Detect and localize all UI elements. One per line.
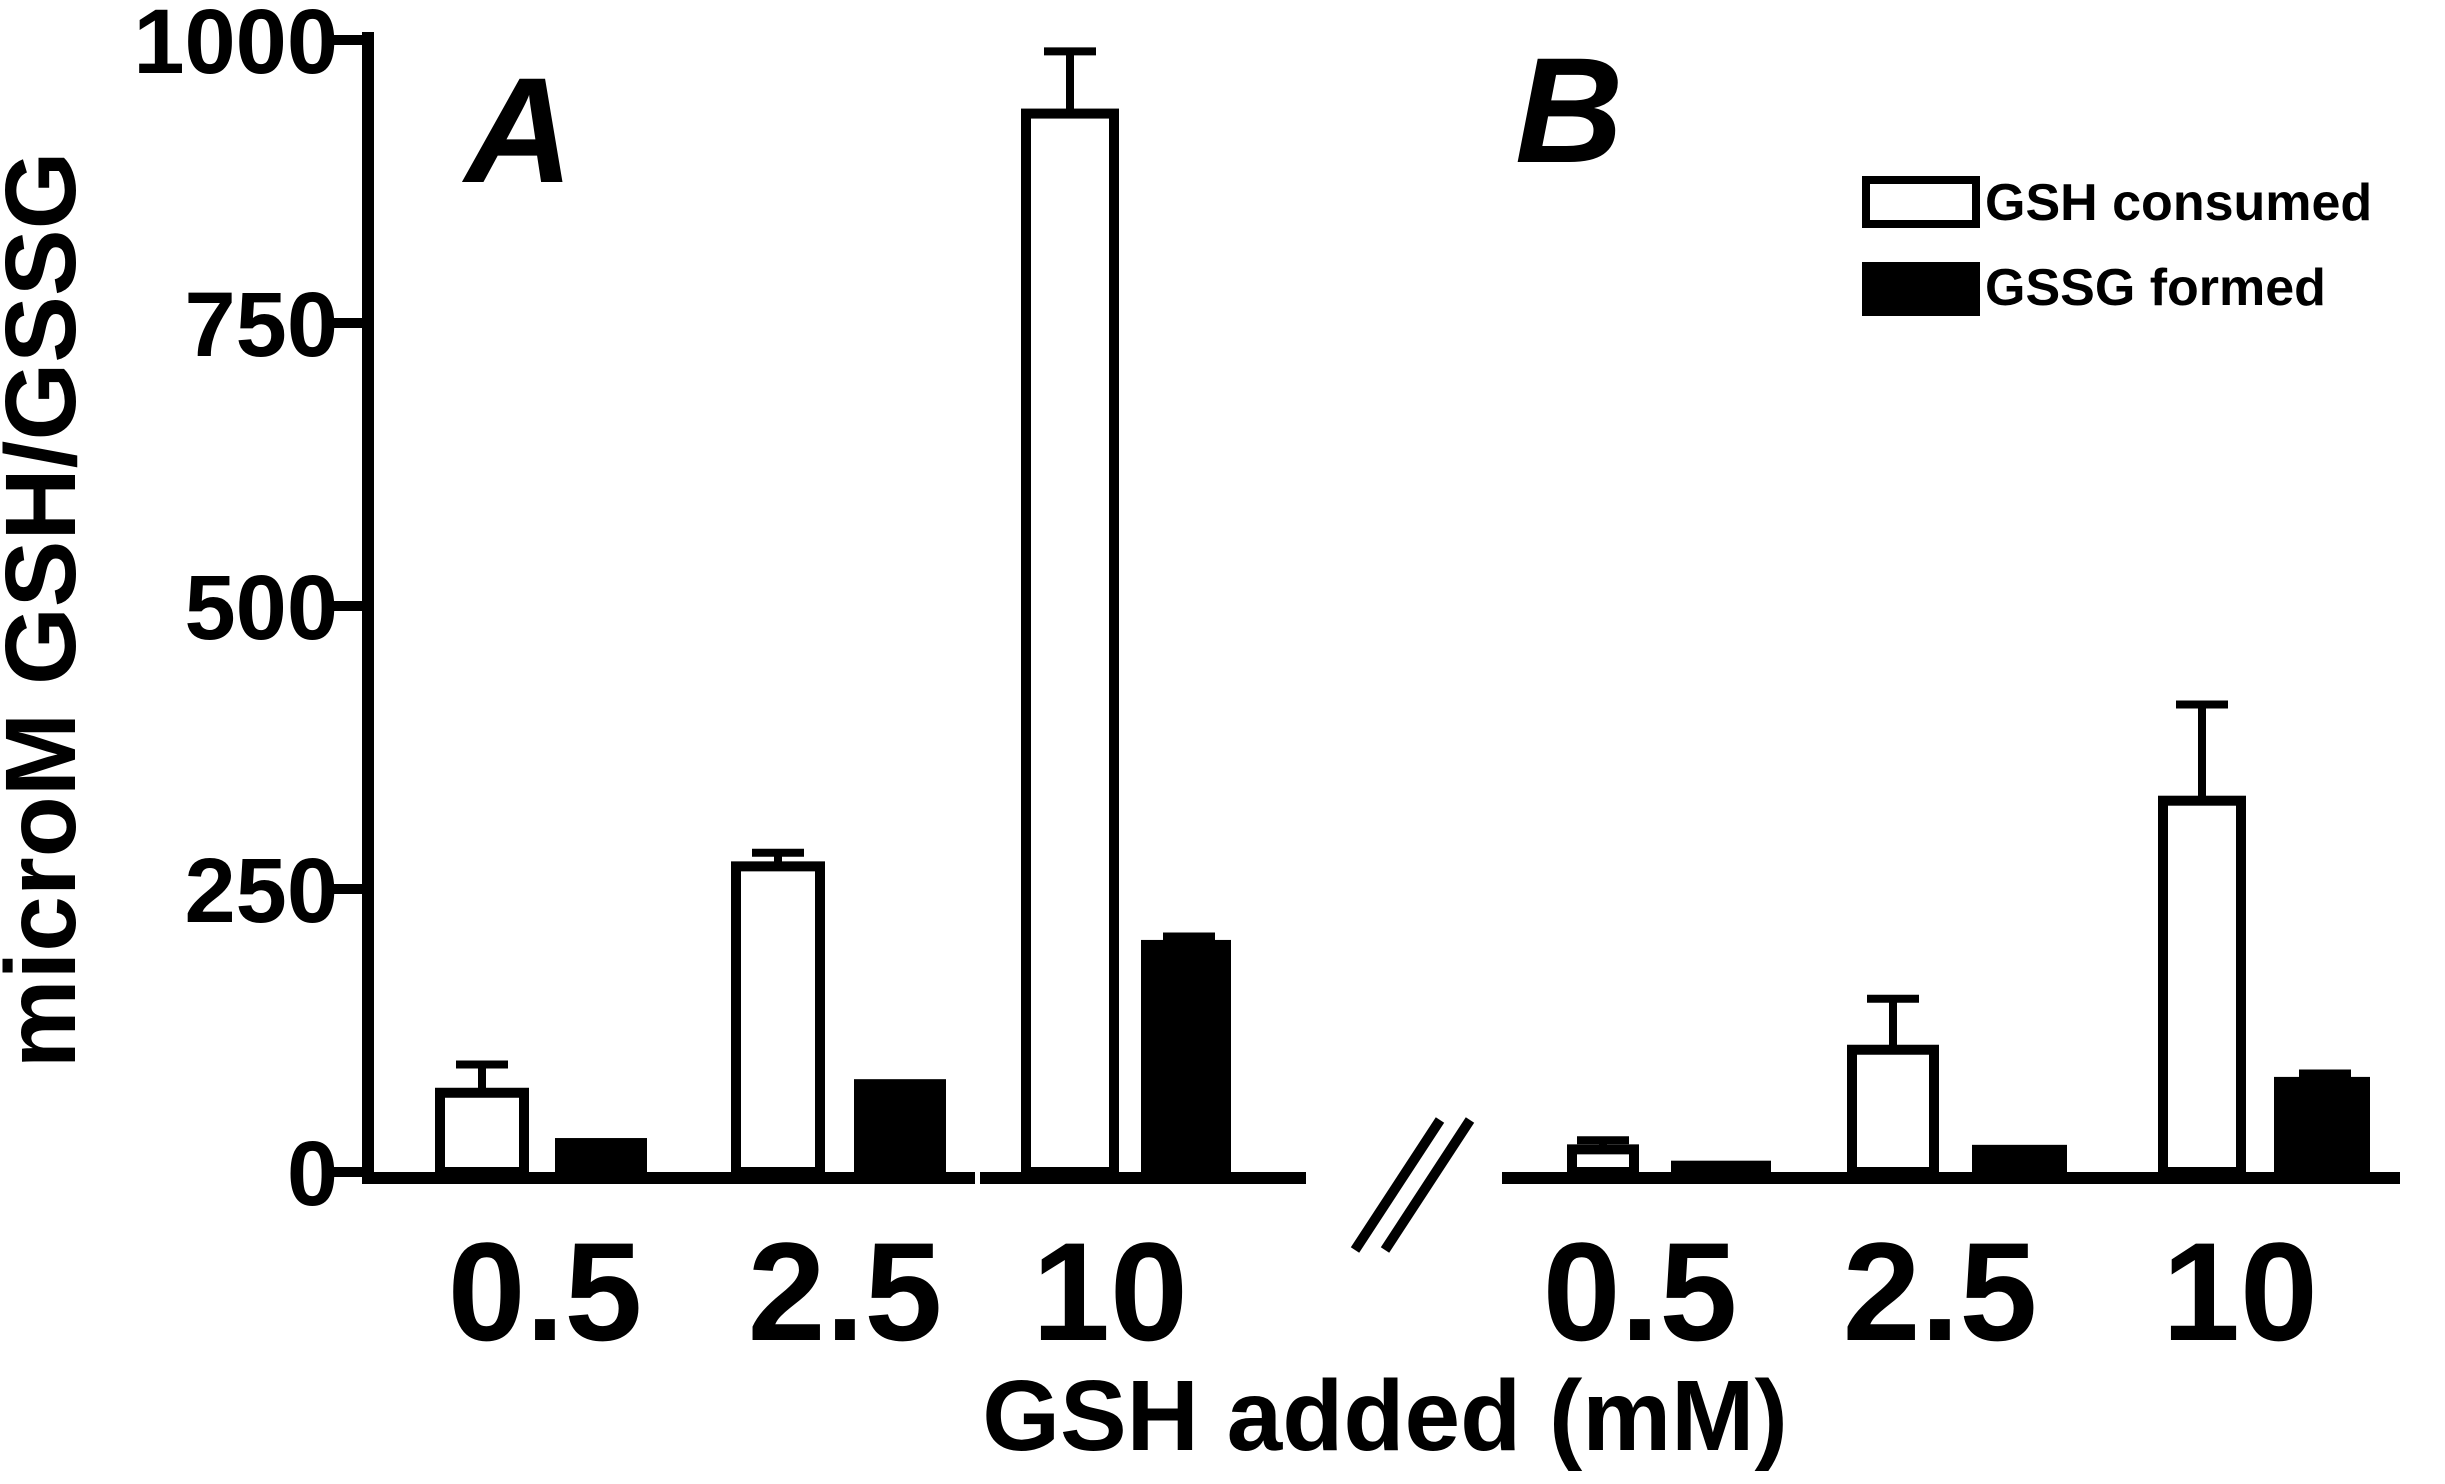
bar-gssg-formed xyxy=(1972,1144,2067,1178)
axis-break-marks xyxy=(1350,1117,1475,1253)
legend-label-gssg-formed: GSSG formed xyxy=(1985,259,2326,317)
bar-gsh-consumed xyxy=(731,861,825,1177)
x-axis-title: GSH added (mM) xyxy=(982,1360,1788,1472)
y-tick-label: 1000 xyxy=(133,0,338,93)
y-tick-label: 250 xyxy=(185,840,339,942)
x-category-label: 0.5 xyxy=(1543,1213,1738,1370)
bars-group xyxy=(435,47,2370,1178)
category-labels: 0.5 2.5 10 0.5 2.5 10 xyxy=(448,1213,2318,1370)
legend-label-gsh-consumed: GSH consumed xyxy=(1985,174,2372,232)
x-category-label: 10 xyxy=(1032,1213,1188,1370)
bar-gsh-consumed xyxy=(1567,1144,1639,1177)
bar-gssg-formed xyxy=(854,1079,946,1178)
x-category-label: 0.5 xyxy=(448,1213,643,1370)
bar-gssg-formed xyxy=(1141,939,1231,1178)
bar-gsh-consumed xyxy=(1021,108,1119,1178)
bar-gsh-consumed xyxy=(2158,795,2246,1177)
legend: GSH consumed GSSG formed xyxy=(1862,174,2372,317)
legend-swatch-gssg-formed xyxy=(1862,262,1980,316)
x-category-label: 10 xyxy=(2162,1213,2318,1370)
panel-label-b: B xyxy=(1515,26,1623,194)
bar-gssg-formed xyxy=(1671,1160,1771,1178)
y-tick-label: 0 xyxy=(287,1123,338,1225)
x-category-label: 2.5 xyxy=(1843,1213,2038,1370)
x-category-label: 2.5 xyxy=(748,1213,943,1370)
y-axis-ticks: 0 250 500 750 1000 xyxy=(133,0,368,1225)
y-axis-title: microM GSH/GSSG xyxy=(0,152,97,1069)
bar-gsh-consumed xyxy=(1847,1044,1939,1178)
panel-label-a: A xyxy=(461,46,573,214)
y-tick-label: 500 xyxy=(185,557,339,659)
bar-gsh-consumed xyxy=(435,1087,529,1178)
bar-gssg-formed xyxy=(2274,1076,2370,1178)
bar-gssg-formed xyxy=(555,1138,647,1178)
y-tick-label: 750 xyxy=(185,274,339,376)
legend-swatch-gsh-consumed xyxy=(1862,176,1980,228)
